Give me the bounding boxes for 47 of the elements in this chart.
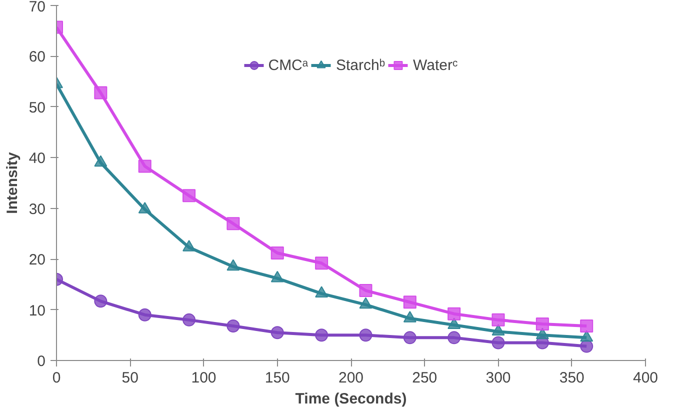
point [359, 284, 372, 298]
x-tick-label: 50 [122, 370, 138, 386]
x-tick-label: 400 [632, 370, 658, 386]
x-tick-label: 200 [338, 370, 364, 386]
point [359, 328, 372, 342]
point [403, 331, 416, 344]
x-tick-label: 350 [559, 370, 584, 386]
point [182, 313, 196, 326]
point [270, 246, 284, 260]
y-tick-label: 60 [28, 48, 46, 66]
point [315, 256, 328, 270]
point [226, 320, 240, 332]
legend-label: Starchᵇ [336, 56, 385, 74]
point [580, 320, 594, 333]
legend-label: Waterᶜ [413, 56, 458, 74]
x-tick-label: 100 [191, 370, 216, 386]
point [270, 326, 284, 340]
point [94, 155, 108, 167]
y-tick-label: 70 [28, 0, 46, 16]
legend-label: CMCᵃ [268, 56, 308, 74]
y-tick-label: 40 [28, 150, 46, 168]
point [94, 294, 108, 308]
x-axis-title: Time (Seconds) [295, 390, 407, 408]
point [580, 340, 594, 353]
point [315, 286, 328, 298]
point [315, 328, 328, 342]
x-tick-label: 0 [52, 370, 61, 386]
x-tick-label: 250 [412, 370, 438, 386]
x-tick-label: 150 [264, 370, 290, 386]
point [94, 86, 108, 100]
point [448, 331, 461, 344]
point [492, 313, 505, 326]
point [138, 160, 152, 173]
y-tick-label: 20 [28, 252, 46, 269]
point [448, 307, 461, 320]
x-tick-label: 300 [486, 370, 511, 386]
point [536, 317, 549, 330]
y-axis-title: Intensity [4, 152, 21, 214]
point [138, 308, 152, 322]
point [492, 336, 505, 350]
y-tick-label: 0 [37, 353, 46, 370]
point [403, 296, 416, 309]
y-tick-label: 30 [28, 200, 46, 218]
y-tick-label: 50 [28, 99, 46, 116]
point [182, 189, 196, 202]
point [226, 217, 240, 230]
y-tick-label: 10 [28, 302, 46, 320]
